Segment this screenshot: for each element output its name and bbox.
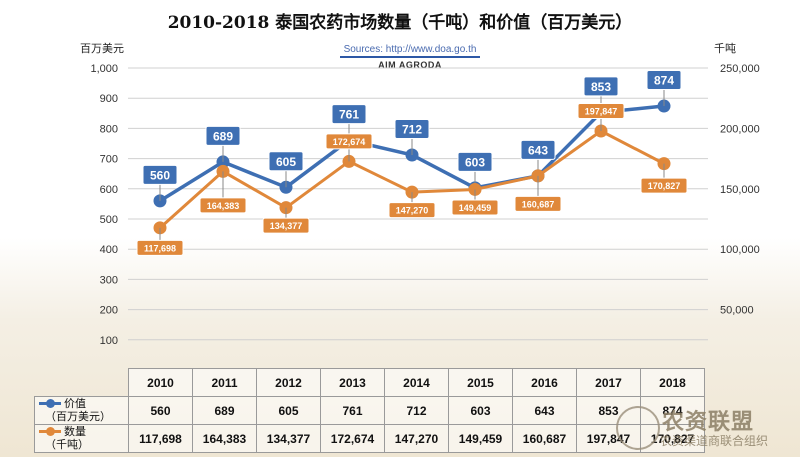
table-cell: 147,270 (384, 424, 449, 453)
value-label-box (646, 70, 682, 91)
table-cell: 160,687 (512, 424, 577, 453)
y-right-tick-label: 150,000 (720, 184, 760, 196)
y-left-tick-label: 700 (100, 154, 118, 166)
chart-source: Sources: http://www.doa.go.th (340, 44, 480, 58)
table-cell: 712 (384, 396, 449, 425)
value-data-label: 605 (276, 155, 296, 169)
watermark-main-text: 农资联盟 (662, 410, 755, 435)
y-left-unit-label: 百万美元 (80, 42, 124, 55)
table-corner-cell (34, 368, 129, 397)
qty-data-label: 147,270 (396, 206, 429, 216)
table-header-cell: 2013 (320, 368, 385, 397)
qty-data-label: 197,847 (585, 107, 618, 117)
table-header-cell: 2012 (256, 368, 321, 397)
qty-data-label: 170,827 (648, 181, 681, 191)
series-label-sub: （千吨） (45, 438, 89, 451)
table-row-value: 价值 （百万美元） 560 689 605 761 712 603 643 85… (34, 396, 705, 425)
series-label-sub: （百万美元） (45, 410, 111, 423)
value-label-box (394, 118, 430, 139)
qty-label-box (577, 103, 625, 120)
qty-label-box (451, 199, 499, 216)
y-left-tick-label: 1,000 (90, 63, 118, 75)
qty-label-box (388, 202, 436, 219)
y-left-tick-label: 400 (100, 244, 118, 256)
y-left-tick-label: 900 (100, 93, 118, 105)
table-cell: 643 (512, 396, 577, 425)
y-left-tick-label: 200 (100, 305, 118, 317)
legend-swatch-qty (39, 427, 61, 437)
y-left-tick-label: 800 (100, 123, 118, 135)
chart-title: 2010-2018 泰国农药市场数量（千吨）和价值（百万美元） (167, 13, 633, 33)
qty-label-box (514, 195, 562, 212)
table-header-cell: 2014 (384, 368, 449, 397)
qty-data-label: 160,687 (522, 199, 555, 209)
qty-data-label: 164,383 (207, 201, 240, 211)
y-left-tick-label: 600 (100, 184, 118, 196)
value-data-label: 853 (591, 80, 611, 94)
qty-label-box (199, 197, 247, 214)
value-label-box (520, 139, 556, 160)
value-data-label: 560 (150, 168, 170, 182)
table-cell: 134,377 (256, 424, 321, 453)
value-label-box (331, 104, 367, 125)
watermark-sub-text: 农资渠道商联合组织 (660, 434, 769, 448)
y-right-tick-label: 200,000 (720, 123, 760, 135)
series-label-qty: 数量 （千吨） (34, 424, 129, 453)
qty-data-label: 149,459 (459, 203, 492, 213)
qty-label-box (640, 177, 688, 194)
y-right-tick-label: 250,000 (720, 63, 760, 75)
value-data-label: 874 (654, 74, 674, 88)
value-label-box (142, 164, 178, 185)
table-cell: 117,698 (128, 424, 193, 453)
series-label-main: 价值 (64, 397, 86, 410)
y-right-tick-label: 100,000 (720, 244, 760, 256)
table-cell: 605 (256, 396, 321, 425)
table-header-cell: 2018 (640, 368, 705, 397)
value-data-label: 689 (213, 129, 233, 143)
brand-label: AIM AGRODA (378, 60, 442, 70)
table-cell: 689 (192, 396, 257, 425)
qty-data-label: 117,698 (144, 243, 176, 253)
table-cell: 603 (448, 396, 513, 425)
value-label-box (457, 151, 493, 172)
series-label-main: 数量 (64, 425, 86, 438)
table-header-cell: 2016 (512, 368, 577, 397)
watermark-logo-icon (616, 406, 660, 450)
table-row-qty: 数量 （千吨） 117,698 164,383 134,377 172,674 … (34, 424, 705, 453)
table-header-cell: 2011 (192, 368, 257, 397)
value-label-box (268, 151, 304, 172)
value-data-label: 603 (465, 155, 485, 169)
value-data-label: 761 (339, 108, 359, 122)
y-left-tick-label: 100 (100, 335, 118, 347)
table-header-row: 2010 2011 2012 2013 2014 2015 2016 2017 … (34, 368, 705, 397)
value-label-box (205, 125, 241, 146)
watermark: 农资联盟 农资渠道商联合组织 (616, 404, 796, 454)
value-data-label: 643 (528, 143, 548, 157)
series-label-value: 价值 （百万美元） (34, 396, 129, 425)
value-label-box (583, 76, 619, 97)
qty-data-label: 134,377 (270, 221, 303, 231)
value-data-label: 712 (402, 122, 422, 136)
table-cell: 149,459 (448, 424, 513, 453)
table-cell: 560 (128, 396, 193, 425)
qty-label-box (325, 133, 373, 150)
y-right-unit-label: 千吨 (714, 42, 736, 55)
table-cell: 172,674 (320, 424, 385, 453)
qty-label-box (136, 239, 184, 256)
legend-swatch-value (39, 399, 61, 409)
table-header-cell: 2015 (448, 368, 513, 397)
table-cell: 761 (320, 396, 385, 425)
y-left-tick-label: 300 (100, 274, 118, 286)
y-right-tick-label: 50,000 (720, 305, 754, 317)
table-header-cell: 2017 (576, 368, 641, 397)
y-left-tick-label: 500 (100, 214, 118, 226)
qty-data-label: 172,674 (333, 137, 366, 147)
qty-label-box (262, 217, 310, 234)
table-header-cell: 2010 (128, 368, 193, 397)
table-cell: 164,383 (192, 424, 257, 453)
data-table: 2010 2011 2012 2013 2014 2015 2016 2017 … (34, 368, 705, 453)
